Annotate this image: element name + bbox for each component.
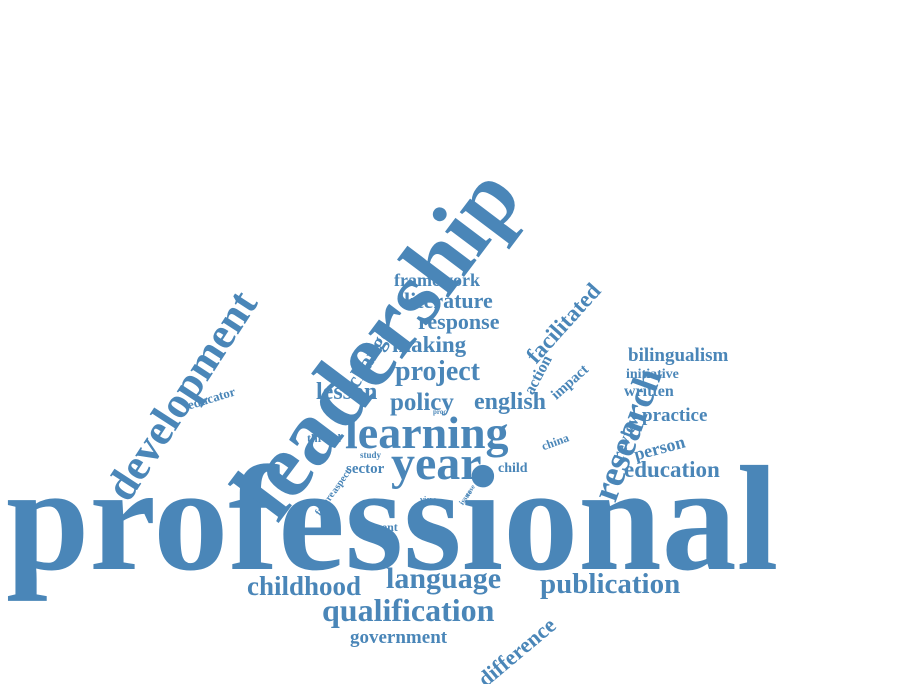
word-literature: literature xyxy=(404,288,493,313)
word-language: language xyxy=(386,562,502,595)
word-practice: practice xyxy=(642,405,708,426)
word-sector: sector xyxy=(346,461,385,477)
word-professional: professional xyxy=(6,436,779,602)
word-child: child xyxy=(498,461,528,476)
word-bilingualism: bilingualism xyxy=(628,345,729,366)
word-facilitated: facilitated xyxy=(521,278,606,369)
word-english: english xyxy=(474,389,547,415)
word-parent: parent xyxy=(364,520,398,534)
word-qualification: qualification xyxy=(322,592,495,628)
word-making: making xyxy=(392,332,467,357)
word-written: written xyxy=(624,383,674,400)
word-response: response xyxy=(418,309,500,334)
word-thread: thread xyxy=(307,431,341,445)
word-year: year xyxy=(391,437,482,490)
word-study: study xyxy=(360,450,382,460)
word-government: government xyxy=(350,627,448,648)
word-project: project xyxy=(395,356,480,387)
word-publication: publication xyxy=(540,568,681,600)
word-policy: policy xyxy=(390,389,454,416)
word-view: view xyxy=(420,495,436,504)
word-education: education xyxy=(624,457,720,482)
word-childhood: childhood xyxy=(247,571,362,601)
word-proc: proc xyxy=(433,408,447,416)
word-lesson: lesson xyxy=(316,379,378,405)
word-learning: learning xyxy=(345,407,509,458)
word-framework: framework xyxy=(394,270,480,290)
word-initiative: initiative xyxy=(626,367,679,382)
word-impact: impact xyxy=(548,361,592,404)
